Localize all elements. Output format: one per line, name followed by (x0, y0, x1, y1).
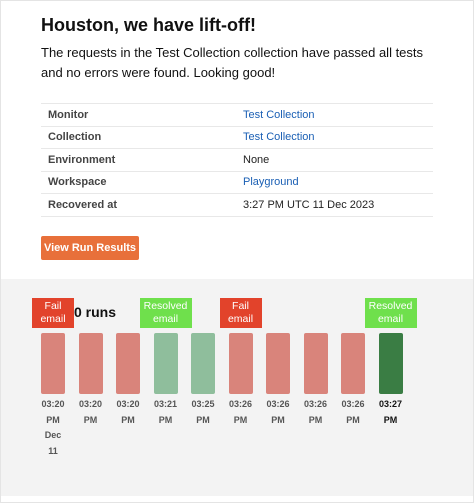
title: Houston, we have lift-off! (41, 15, 256, 35)
run-time: 03:25 (191, 399, 215, 409)
row-label: Monitor (41, 103, 243, 127)
run-date: Dec (44, 430, 62, 440)
run-label: 03:26 PM (296, 397, 336, 428)
table-row: Environment None (41, 148, 433, 172)
alert-tag: Fail email (219, 298, 262, 328)
run-label: 03:26 PM (221, 397, 261, 428)
run-period: PM (308, 414, 323, 425)
run-time: 03:26 (303, 399, 328, 409)
alert-tag: Resolved email (364, 298, 417, 328)
run-bar (78, 333, 103, 394)
runs-title: 0 runs (74, 304, 117, 320)
view-results-button[interactable]: View Run Results (41, 236, 139, 260)
run-time: 03:20 (78, 399, 103, 409)
run-label: 03:26 PM (258, 397, 298, 428)
run-period: PM (83, 414, 98, 425)
run-period: PM (121, 414, 135, 425)
run-label: 03:27 PM (371, 397, 411, 428)
run-period: PM (346, 414, 360, 425)
table-row: Workspace Playground (41, 170, 433, 194)
run-label: 03:20 PM (108, 397, 148, 428)
run-bar (116, 333, 140, 394)
row-value: Playground (243, 170, 433, 194)
run-label: 03:20 PM Dec 11 (33, 397, 73, 459)
run-period: PM (233, 414, 248, 425)
run-day: 11 (48, 445, 58, 456)
run-bar (266, 333, 290, 394)
run-label: 03:21 PM (146, 397, 186, 428)
run-time: 03:26 (266, 399, 290, 409)
alert-tag: Fail email (32, 298, 74, 328)
run-time: 03:20 (41, 399, 65, 409)
run-bar (191, 333, 215, 394)
summary-section: Houston, we have lift-off! The requests … (1, 1, 473, 279)
row-value: Test Collection (243, 125, 433, 149)
run-bar (228, 333, 253, 394)
run-label: 03:26 PM (333, 397, 373, 428)
run-bar (41, 333, 65, 394)
run-period: PM (158, 414, 173, 425)
run-bar (303, 333, 328, 394)
description: The requests in the Test Collection coll… (41, 45, 424, 80)
details-table: Monitor Test Collection Collection Test Col… (41, 103, 433, 217)
row-label: Collection (41, 125, 243, 149)
run-time: 03:26 (341, 399, 365, 409)
table-row: Collection Test Collection (41, 125, 433, 149)
run-time: 03:20 (116, 399, 140, 409)
run-label: 03:25 PM (183, 397, 223, 428)
run-period: PM (196, 414, 210, 425)
table-row: Monitor Test Collection (41, 103, 433, 127)
row-label: Workspace (41, 170, 243, 194)
run-bar (378, 333, 403, 394)
run-period: PM (46, 414, 60, 425)
row-value: 3:27 PM UTC 11 Dec 2023 (243, 193, 433, 217)
run-bar (153, 333, 178, 394)
run-time: 03:26 (228, 399, 253, 409)
row-value: Test Collection (243, 103, 433, 127)
run-bar (341, 333, 365, 394)
row-value: None (243, 148, 433, 172)
run-period: PM (271, 414, 285, 425)
row-label: Recovered at (41, 193, 243, 217)
alert-tag: Resolved email (139, 298, 192, 328)
run-period: PM (383, 414, 398, 425)
row-label: Environment (41, 148, 243, 172)
run-time: 03:21 (153, 399, 178, 409)
run-time: 03:27 (378, 399, 403, 409)
run-label: 03:20 PM (71, 397, 111, 428)
table-row: Recovered at 3:27 PM UTC 11 Dec 2023 (41, 193, 433, 217)
